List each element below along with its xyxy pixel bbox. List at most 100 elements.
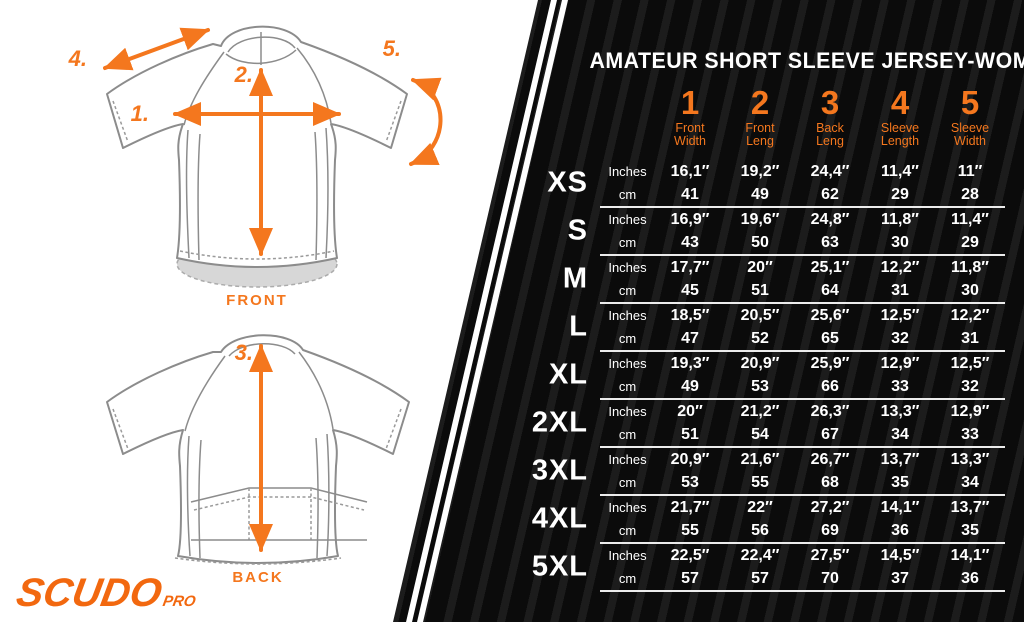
measurement-value: 21,6″ <box>740 450 780 468</box>
measurement-value: 66 <box>821 377 839 395</box>
marker-4-label: 4. <box>68 46 87 71</box>
back-jersey-outline <box>106 334 410 564</box>
measurement-value: 13,7″ <box>880 450 920 468</box>
measurement-value: 17,7″ <box>670 258 710 276</box>
measure-number: 1 <box>680 84 700 121</box>
measurement-value: 31 <box>961 329 979 347</box>
measurement-value: 26,3″ <box>810 402 850 420</box>
measurement-value: 41 <box>681 185 699 203</box>
measure-label: Sleeve Width <box>950 121 990 148</box>
measure-label: Back Leng <box>816 121 844 148</box>
measurement-value: 51 <box>681 425 699 443</box>
measure-number: 4 <box>890 84 910 121</box>
measurement-value: 29 <box>961 233 979 251</box>
measurement-value: 14,1″ <box>950 546 990 564</box>
measurement-value: 24,4″ <box>810 162 850 180</box>
size-label: XS <box>547 166 588 199</box>
marker-3-label: 3. <box>235 340 253 365</box>
unit-inches-label: Inches <box>608 212 647 227</box>
back-jersey-diagram: 3. BACK <box>106 334 410 586</box>
unit-cm-label: cm <box>618 379 637 394</box>
measure-column-header: 1 Front Width <box>655 86 725 148</box>
size-row: XS Inches 16,1″ 19,2″ 24,4″ 11,4″ 11″ cm… <box>547 160 1005 208</box>
measurement-value: 35 <box>891 473 909 491</box>
size-label: 5XL <box>531 550 588 583</box>
measurement-value: 27,2″ <box>810 498 850 516</box>
measurement-value: 47 <box>681 329 699 347</box>
unit-inches-label: Inches <box>608 452 647 467</box>
measurement-value: 22,4″ <box>740 546 780 564</box>
size-row-cells: Inches 17,7″ 20″ 25,1″ 12,2″ 11,8″ cm 45… <box>600 256 1005 302</box>
measure-number: 3 <box>820 84 840 121</box>
unit-inches-label: Inches <box>608 260 647 275</box>
size-row: M Inches 17,7″ 20″ 25,1″ 12,2″ 11,8″ cm … <box>563 256 1005 304</box>
measurement-value: 33 <box>961 425 979 443</box>
size-row: XL Inches 19,3″ 20,9″ 25,9″ 12,9″ 12,5″ … <box>549 352 1005 400</box>
size-label: 4XL <box>531 502 588 535</box>
measurement-value: 21,7″ <box>670 498 710 516</box>
measurement-value: 25,6″ <box>810 306 850 324</box>
measurement-value: 22,5″ <box>670 546 710 564</box>
measure-column-header: 5 Sleeve Width <box>935 86 1005 148</box>
logo-text: SCUDO <box>13 571 166 615</box>
size-row-cells: Inches 22,5″ 22,4″ 27,5″ 14,5″ 14,1″ cm … <box>600 544 1005 590</box>
size-row-cells: Inches 20,9″ 21,6″ 26,7″ 13,7″ 13,3″ cm … <box>600 448 1005 494</box>
marker-5-label: 5. <box>383 36 401 61</box>
measure-columns: 1 Front Width 2 Front Leng 3 Back Leng 4… <box>655 86 1005 148</box>
measurement-value: 49 <box>751 185 769 203</box>
unit-cm-label: cm <box>618 571 637 586</box>
unit-cm-label: cm <box>618 427 637 442</box>
measurement-value: 13,3″ <box>880 402 920 420</box>
size-row: S Inches 16,9″ 19,6″ 24,8″ 11,8″ 11,4″ c… <box>568 208 1005 256</box>
measurement-value: 64 <box>821 281 839 299</box>
unit-inches-label: Inches <box>608 500 647 515</box>
measurement-value: 57 <box>681 569 699 587</box>
size-label: M <box>562 262 588 295</box>
measurement-value: 19,3″ <box>670 354 710 372</box>
size-row: L Inches 18,5″ 20,5″ 25,6″ 12,5″ 12,2″ c… <box>569 304 1005 352</box>
measurement-value: 53 <box>681 473 699 491</box>
size-row-cells: Inches 16,9″ 19,6″ 24,8″ 11,8″ 11,4″ cm … <box>600 208 1005 254</box>
size-row-cells: Inches 16,1″ 19,2″ 24,4″ 11,4″ 11″ cm 41… <box>600 160 1005 206</box>
measurement-value: 12,9″ <box>880 354 920 372</box>
measure-column-header: 2 Front Leng <box>725 86 795 148</box>
size-label: XL <box>548 358 588 391</box>
size-row-cells: Inches 21,7″ 22″ 27,2″ 14,1″ 13,7″ cm 55… <box>600 496 1005 542</box>
measurement-value: 30 <box>891 233 909 251</box>
scudo-pro-logo: SCUDO PRO <box>13 571 200 615</box>
measurement-value: 30 <box>961 281 979 299</box>
unit-cm-label: cm <box>618 187 637 202</box>
unit-cm-label: cm <box>618 331 637 346</box>
size-rows: XS Inches 16,1″ 19,2″ 24,4″ 11,4″ 11″ cm… <box>532 160 1005 592</box>
measurement-value: 55 <box>751 473 769 491</box>
measurement-value: 12,5″ <box>880 306 920 324</box>
measurement-value: 21,2″ <box>740 402 780 420</box>
measurement-value: 20,9″ <box>670 450 710 468</box>
measurement-value: 62 <box>821 185 839 203</box>
measurement-value: 55 <box>681 521 699 539</box>
measure-column-header: 4 Sleeve Length <box>865 86 935 148</box>
unit-inches-label: Inches <box>608 308 647 323</box>
measurement-value: 12,5″ <box>950 354 990 372</box>
measure-label: Front Leng <box>745 121 775 148</box>
unit-cm-label: cm <box>618 235 637 250</box>
measurement-value: 11″ <box>957 162 983 180</box>
measure-number: 2 <box>750 84 770 121</box>
measurement-value: 36 <box>891 521 909 539</box>
measurement-value: 49 <box>681 377 699 395</box>
measurement-value: 51 <box>751 281 769 299</box>
measurement-value: 13,3″ <box>950 450 990 468</box>
measurement-value: 12,2″ <box>950 306 990 324</box>
measurement-value: 31 <box>891 281 909 299</box>
measurement-value: 20″ <box>747 258 773 276</box>
unit-inches-label: Inches <box>608 404 647 419</box>
measurement-value: 12,9″ <box>950 402 990 420</box>
measurement-value: 34 <box>961 473 979 491</box>
measurement-value: 28 <box>961 185 979 203</box>
unit-inches-label: Inches <box>608 548 647 563</box>
measurement-value: 22″ <box>747 498 773 516</box>
measurement-value: 34 <box>891 425 909 443</box>
measurement-value: 35 <box>961 521 979 539</box>
measurement-value: 20″ <box>677 402 703 420</box>
unit-cm-label: cm <box>618 475 637 490</box>
